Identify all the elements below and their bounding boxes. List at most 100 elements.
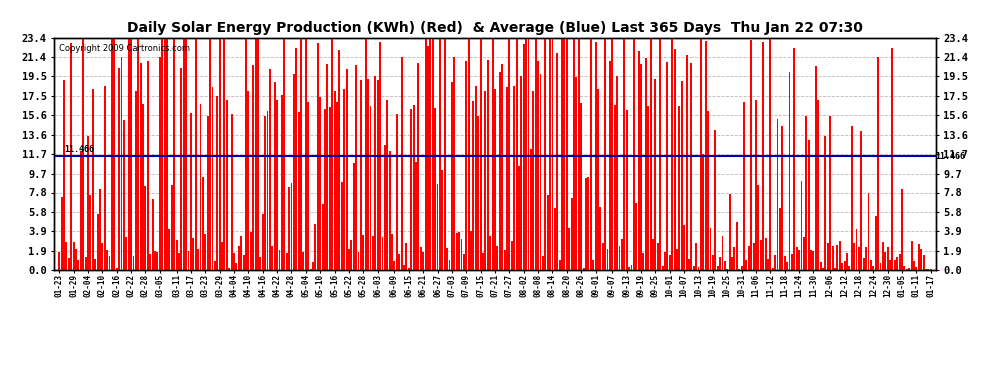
Bar	[813, 251, 815, 270]
Bar	[391, 234, 393, 270]
Bar	[599, 207, 601, 270]
Bar	[118, 68, 120, 270]
Bar	[681, 81, 683, 270]
Bar	[77, 260, 79, 270]
Bar	[269, 69, 271, 270]
Bar	[803, 237, 805, 270]
Bar	[676, 249, 678, 270]
Bar	[879, 263, 881, 270]
Bar	[848, 266, 850, 270]
Bar	[327, 64, 329, 270]
Bar	[341, 182, 343, 270]
Bar	[607, 249, 609, 270]
Bar	[352, 163, 354, 270]
Bar	[781, 126, 783, 270]
Bar	[101, 243, 103, 270]
Bar	[334, 91, 336, 270]
Bar	[422, 252, 424, 270]
Bar	[568, 228, 570, 270]
Bar	[241, 236, 243, 270]
Bar	[364, 38, 366, 270]
Bar	[209, 38, 211, 270]
Bar	[350, 240, 352, 270]
Bar	[911, 242, 913, 270]
Bar	[357, 252, 359, 270]
Bar	[187, 251, 189, 270]
Bar	[271, 246, 273, 270]
Bar	[688, 259, 690, 270]
Bar	[678, 106, 680, 270]
Bar	[168, 230, 170, 270]
Bar	[501, 64, 503, 270]
Bar	[820, 262, 822, 270]
Bar	[288, 187, 290, 270]
Bar	[418, 63, 420, 270]
Bar	[722, 236, 724, 270]
Bar	[853, 243, 855, 270]
Bar	[111, 38, 113, 270]
Bar	[480, 38, 481, 270]
Bar	[355, 64, 357, 270]
Bar	[752, 243, 754, 270]
Bar	[877, 57, 879, 270]
Bar	[759, 240, 761, 270]
Bar	[489, 236, 491, 270]
Bar	[894, 260, 896, 270]
Bar	[769, 38, 771, 270]
Bar	[149, 254, 151, 270]
Bar	[891, 48, 893, 270]
Bar	[379, 42, 381, 270]
Bar	[298, 112, 300, 270]
Bar	[719, 256, 721, 270]
Bar	[448, 260, 450, 270]
Bar	[236, 263, 238, 270]
Bar	[549, 38, 551, 270]
Bar	[739, 269, 741, 270]
Bar	[121, 57, 123, 270]
Bar	[540, 75, 542, 270]
Bar	[671, 38, 673, 270]
Bar	[734, 247, 736, 270]
Bar	[425, 38, 427, 270]
Bar	[324, 109, 326, 270]
Bar	[175, 240, 177, 270]
Bar	[477, 116, 479, 270]
Bar	[542, 256, 544, 270]
Bar	[300, 38, 302, 270]
Bar	[702, 154, 704, 270]
Bar	[427, 46, 429, 270]
Bar	[921, 249, 922, 270]
Bar	[928, 269, 930, 270]
Bar	[796, 247, 798, 270]
Bar	[437, 184, 439, 270]
Bar	[336, 102, 338, 270]
Bar	[700, 38, 702, 270]
Bar	[727, 269, 729, 270]
Bar	[695, 243, 697, 270]
Bar	[430, 38, 432, 270]
Bar	[887, 247, 889, 270]
Bar	[496, 246, 498, 270]
Bar	[266, 111, 268, 270]
Bar	[307, 102, 309, 270]
Bar	[862, 258, 864, 270]
Bar	[659, 38, 661, 270]
Bar	[573, 38, 575, 270]
Bar	[171, 185, 172, 270]
Bar	[850, 126, 852, 270]
Bar	[652, 239, 654, 270]
Bar	[633, 38, 635, 270]
Bar	[410, 109, 412, 270]
Bar	[252, 64, 254, 270]
Bar	[636, 203, 638, 270]
Bar	[786, 261, 788, 270]
Bar	[161, 38, 163, 270]
Bar	[575, 77, 577, 270]
Bar	[626, 110, 628, 270]
Bar	[446, 248, 448, 270]
Bar	[801, 180, 803, 270]
Bar	[590, 38, 592, 270]
Bar	[523, 44, 525, 270]
Text: Copyright 2009 Cartronics.com: Copyright 2009 Cartronics.com	[58, 45, 190, 54]
Bar	[707, 111, 709, 270]
